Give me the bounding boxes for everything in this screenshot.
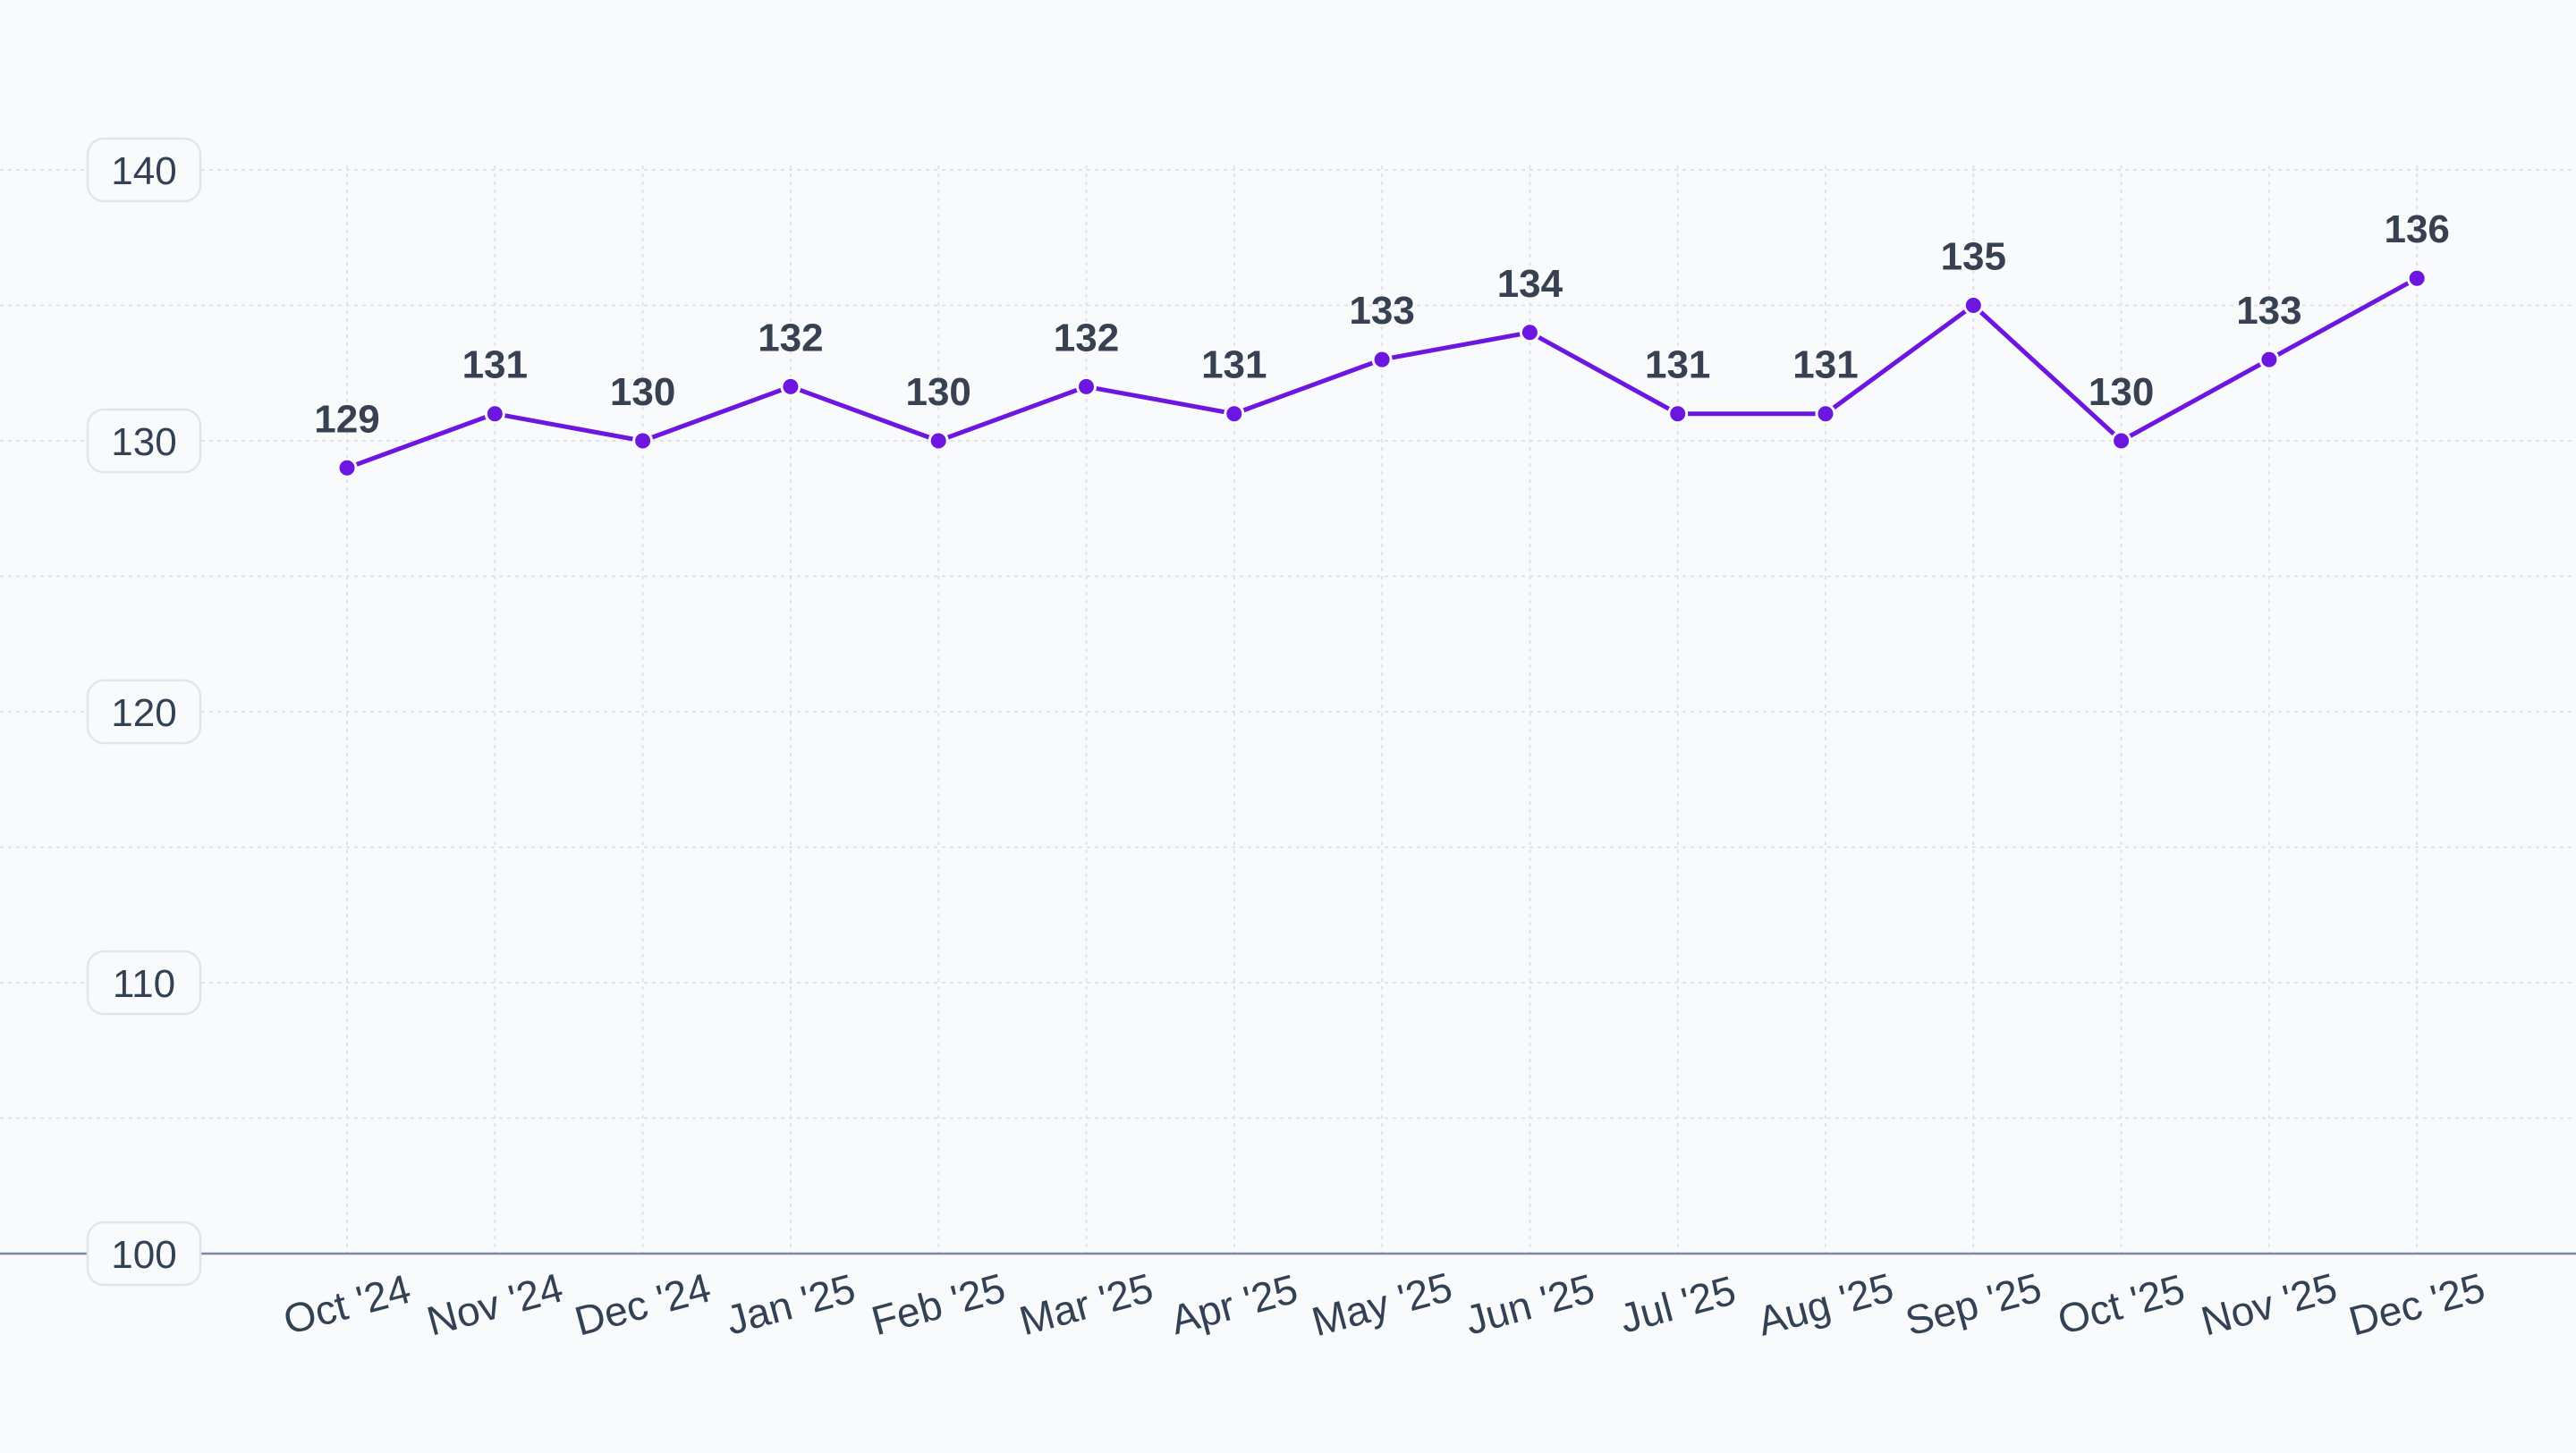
- data-point[interactable]: [484, 403, 505, 425]
- data-label: 130: [905, 370, 970, 414]
- data-point[interactable]: [336, 457, 358, 478]
- data-label: 133: [1349, 289, 1414, 333]
- data-point[interactable]: [2406, 267, 2428, 289]
- x-tick-label: Apr '25: [1165, 1265, 1302, 1344]
- data-point[interactable]: [2258, 349, 2280, 370]
- y-tick-box: [86, 408, 202, 474]
- data-points: [336, 267, 2428, 478]
- x-tick-label: Jul '25: [1614, 1266, 1741, 1341]
- data-label: 132: [758, 316, 823, 359]
- x-tick-label: Jun '25: [1461, 1264, 1599, 1343]
- data-labels: 129 131 130 132 130 132 131 133 134 131 131 135 130 1…: [314, 207, 2450, 441]
- data-point[interactable]: [1076, 376, 1097, 397]
- y-tick: 120: [86, 679, 202, 745]
- y-tick: 110: [86, 950, 202, 1016]
- x-tick-label: May '25: [1307, 1263, 1457, 1346]
- y-tick-label: 140: [111, 149, 176, 193]
- data-label: 131: [1645, 343, 1710, 387]
- x-tick-label: Aug '25: [1752, 1263, 1898, 1344]
- data-point[interactable]: [780, 376, 801, 397]
- data-point[interactable]: [928, 430, 949, 452]
- y-tick-label: 100: [111, 1233, 176, 1277]
- y-tick-label: 110: [113, 962, 175, 1006]
- data-label: 135: [1941, 235, 2006, 279]
- x-tick-label: Oct '24: [278, 1265, 415, 1344]
- data-point[interactable]: [632, 430, 654, 452]
- y-tick-box: [86, 1221, 202, 1287]
- y-tick-label: 130: [111, 420, 176, 464]
- data-label: 129: [314, 397, 379, 441]
- x-tick-label: Dec '25: [2344, 1263, 2490, 1344]
- x-tick-label: Jan '25: [721, 1264, 860, 1343]
- x-tick-label: Oct '25: [2053, 1265, 2190, 1344]
- x-axis-ticks: Oct '24 Nov '24 Dec '24 Jan '25 Feb '25 Mar '…: [278, 1263, 2489, 1346]
- y-tick: 140: [86, 137, 202, 203]
- x-tick-label: Dec '24: [570, 1263, 716, 1344]
- x-tick-label: Mar '25: [1014, 1264, 1157, 1345]
- data-label: 131: [1201, 343, 1267, 387]
- data-label: 131: [1792, 343, 1858, 387]
- data-label: 132: [1054, 316, 1119, 359]
- data-label: 134: [1497, 262, 1563, 306]
- data-point[interactable]: [1815, 403, 1836, 425]
- x-tick-label: Feb '25: [867, 1264, 1010, 1345]
- y-tick: 100: [86, 1221, 202, 1287]
- y-tick-box: [86, 950, 202, 1016]
- y-tick: 130: [86, 408, 202, 474]
- data-point[interactable]: [1667, 403, 1689, 425]
- data-label: 131: [462, 343, 528, 387]
- grid-lines: [0, 165, 2576, 1254]
- data-point[interactable]: [1519, 322, 1540, 343]
- y-axis-ticks: 100 110 120 130 140: [86, 137, 202, 1287]
- x-tick-label: Nov '25: [2196, 1263, 2342, 1344]
- data-point[interactable]: [1224, 403, 1245, 425]
- data-label: 130: [2089, 370, 2154, 414]
- data-label: 130: [610, 370, 675, 414]
- data-label: 133: [2236, 289, 2301, 333]
- data-point[interactable]: [2111, 430, 2132, 452]
- data-point[interactable]: [1962, 295, 1984, 316]
- data-label: 136: [2384, 207, 2449, 251]
- y-tick-box: [86, 137, 202, 203]
- y-tick-box: [86, 679, 202, 745]
- y-tick-label: 120: [111, 691, 176, 735]
- x-tick-label: Sep '25: [1901, 1263, 2046, 1344]
- x-tick-label: Nov '24: [422, 1263, 568, 1344]
- data-point[interactable]: [1371, 349, 1393, 370]
